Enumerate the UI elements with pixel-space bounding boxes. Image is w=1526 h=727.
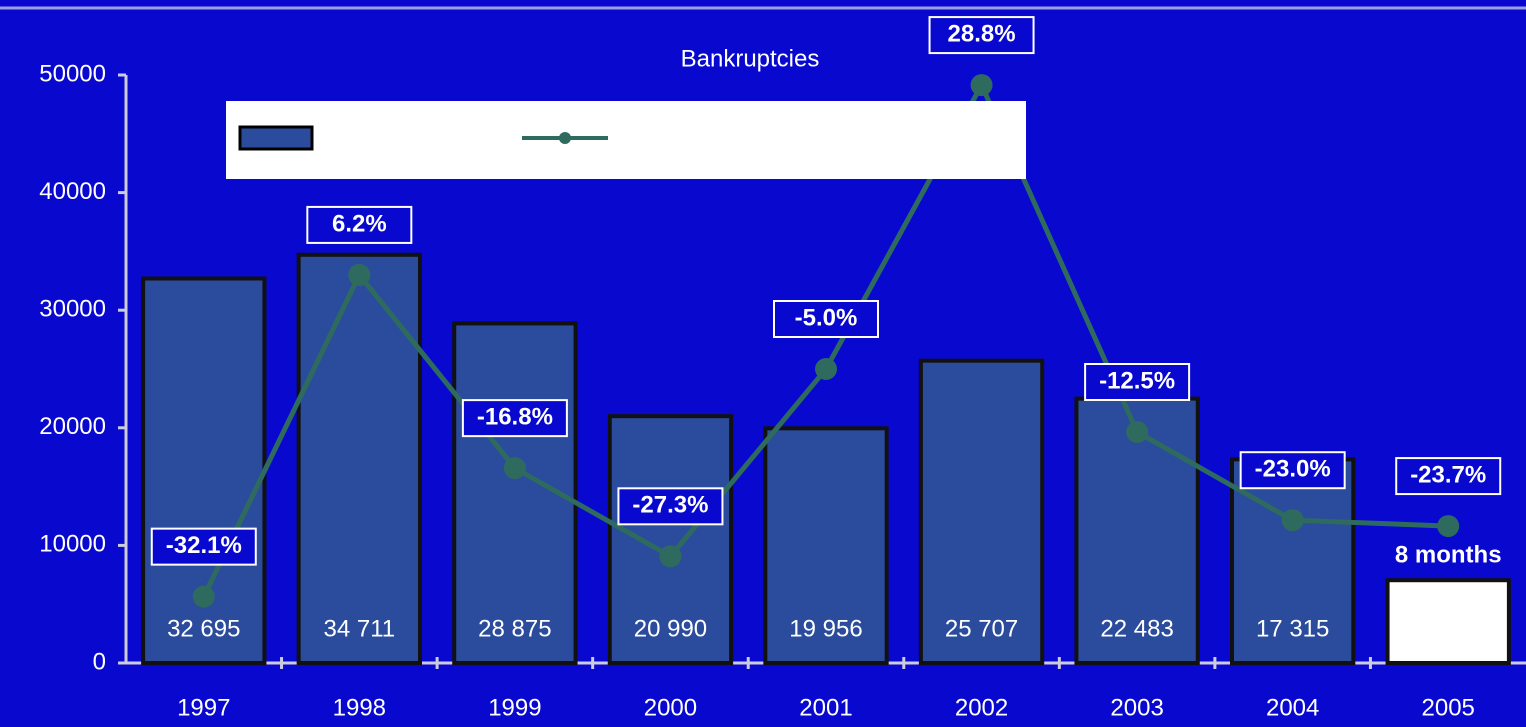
line-marker: [659, 545, 682, 568]
line-label-box: [150, 527, 257, 566]
x-tick-label: 2003: [1110, 694, 1163, 721]
bar-value-label: 20 990: [634, 615, 707, 642]
line-label-box: [1239, 451, 1346, 490]
legend-box: [226, 101, 1026, 179]
chart-title: Bankruptcies: [681, 45, 820, 72]
line-marker: [1281, 509, 1304, 532]
x-tick-label: 2001: [799, 694, 852, 721]
line-value-label: -32.1%: [166, 532, 242, 559]
y-tick-label: 50000: [39, 60, 106, 87]
line-label-box: [1395, 457, 1502, 496]
line-marker: [815, 358, 837, 380]
bar-value-label: 28 875: [478, 615, 551, 642]
line-value-label: -23.0%: [1255, 456, 1331, 483]
legend-bar-swatch: [238, 125, 314, 151]
bar: [1385, 578, 1511, 666]
line-value-label: -12.5%: [1099, 367, 1175, 394]
line-value-label: -16.8%: [477, 403, 553, 430]
line-value-label: 28.8%: [948, 20, 1016, 47]
line-marker: [503, 457, 526, 480]
line-label-box: [617, 487, 724, 526]
bar: [918, 358, 1045, 665]
line-label-box: [1084, 363, 1191, 401]
bar-value-label: 32 695: [167, 615, 240, 642]
x-tick-label: 2000: [644, 694, 697, 721]
bar-value-label: 22 483: [1100, 615, 1173, 642]
y-tick-label: 40000: [39, 178, 106, 205]
x-tick-label: 1999: [488, 694, 541, 721]
legend-label: bankruptcies: [320, 124, 456, 151]
y-tick-label: 20000: [39, 413, 106, 440]
bar-value-label: 17 315: [1256, 615, 1329, 642]
line-label-box: [306, 205, 413, 244]
bar: [763, 426, 889, 665]
legend-label: % change over previous year: [612, 124, 923, 151]
x-tick-label: 2005: [1422, 694, 1475, 721]
y-tick-label: 30000: [39, 296, 106, 323]
y-tick-label: 10000: [39, 531, 106, 558]
bar-value-label: 19 956: [789, 615, 862, 642]
line-label-box: [928, 16, 1035, 55]
legend-marker: [559, 132, 571, 144]
bar: [607, 414, 734, 665]
line-label-box: [461, 399, 568, 438]
x-tick-label: 1997: [177, 694, 230, 721]
x-tick-label: 2004: [1266, 694, 1319, 721]
x-tick-label: 2002: [955, 694, 1008, 721]
line-value-label: -23.7%: [1410, 461, 1486, 488]
bar: [296, 252, 422, 665]
bar-value-label: 34 711: [324, 615, 396, 642]
annotation: 8 months: [1395, 541, 1502, 568]
line-value-label: 6.2%: [332, 210, 387, 237]
line-label-box: [773, 300, 879, 338]
bar-value-label: 7 039: [1418, 615, 1478, 642]
line-marker: [970, 74, 993, 97]
line-marker: [1437, 515, 1460, 538]
x-tick-label: 1998: [333, 694, 386, 721]
line-value-label: -5.0%: [795, 304, 858, 331]
y-tick-label: 0: [93, 648, 106, 675]
line-marker: [192, 585, 215, 608]
bar-value-label: 25 707: [945, 615, 1018, 642]
bar: [1230, 457, 1356, 666]
line-marker: [348, 263, 371, 286]
legend: bankruptcies % change over previous year: [226, 101, 1026, 179]
line-value-label: -27.3%: [632, 492, 708, 519]
line-marker: [1126, 421, 1149, 443]
